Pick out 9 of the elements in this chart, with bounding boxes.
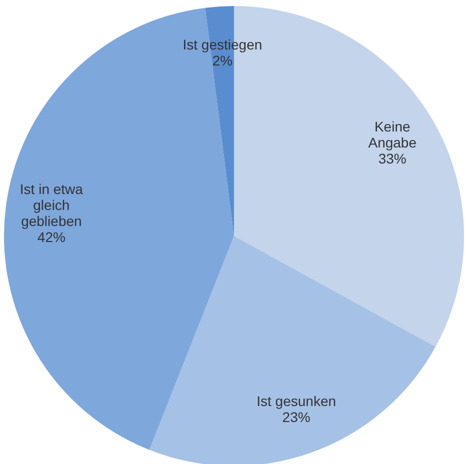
slice-label: Ist gestiegen [182, 36, 262, 52]
data-label: 33% [378, 150, 406, 166]
data-label: 42% [37, 228, 66, 245]
data-label: 23% [282, 409, 310, 426]
slice-label: Ist gesunken [256, 393, 336, 410]
data-label: 2% [212, 52, 233, 68]
slice-label: Keine Angabe [368, 118, 417, 150]
slice-label: Ist in etwa gleich geblieben [20, 180, 84, 229]
pie-slice [149, 236, 436, 464]
